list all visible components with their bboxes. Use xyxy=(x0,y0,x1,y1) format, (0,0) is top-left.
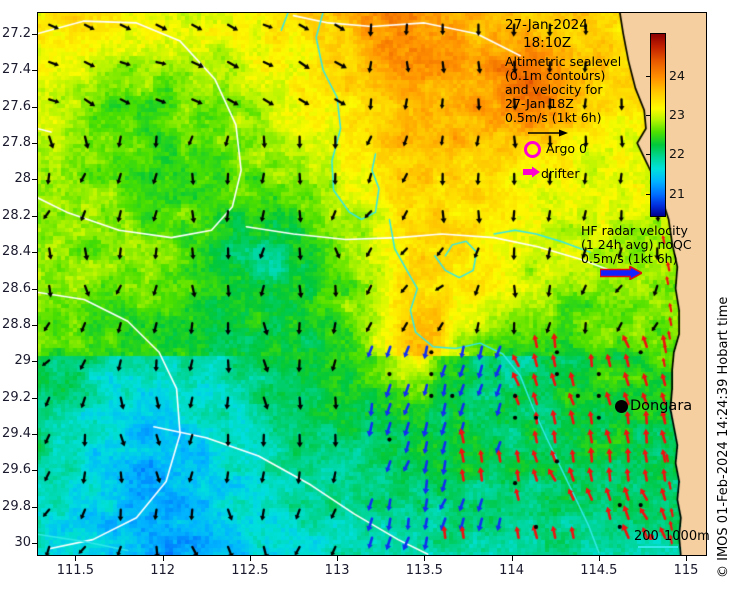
x-tick-label: 113.5 xyxy=(405,563,443,578)
y-tick-label: 28.4 xyxy=(2,244,31,260)
dongara-city-label: Dongara xyxy=(630,398,693,414)
hf-radar-velocity-scale-arrow-icon xyxy=(600,266,642,280)
x-tick xyxy=(75,556,77,561)
y-tick-label: 30 xyxy=(14,535,31,551)
y-tick-label: 29.2 xyxy=(2,389,31,405)
y-tick xyxy=(32,434,37,436)
x-tick xyxy=(686,556,688,561)
y-tick-label: 29 xyxy=(14,353,31,369)
x-tick xyxy=(337,556,339,561)
y-tick xyxy=(32,179,37,181)
y-tick-label: 28.2 xyxy=(2,207,31,223)
x-tick xyxy=(249,556,251,561)
y-tick xyxy=(32,543,37,545)
y-tick xyxy=(32,70,37,72)
y-tick xyxy=(32,215,37,217)
drifter-legend-label: drifter xyxy=(541,166,580,181)
scale-bar-marker-icon xyxy=(648,534,654,540)
colorbar-tick xyxy=(646,193,651,195)
map-plot-area xyxy=(37,12,707,556)
x-tick-label: 111.5 xyxy=(56,563,94,578)
title-time: 18:10Z xyxy=(523,35,572,51)
y-tick xyxy=(32,252,37,254)
x-tick xyxy=(424,556,426,561)
drifter-marker-icon xyxy=(523,166,540,178)
y-tick-label: 27.4 xyxy=(2,62,31,78)
y-tick xyxy=(32,506,37,508)
y-tick-label: 27.2 xyxy=(2,25,31,41)
x-tick xyxy=(162,556,164,561)
y-tick xyxy=(32,106,37,108)
temperature-colorbar xyxy=(650,33,666,217)
x-tick xyxy=(598,556,600,561)
x-tick-label: 114.5 xyxy=(580,563,618,578)
colorbar-tick-label: 21 xyxy=(669,185,685,201)
title-date: 27-Jan-2024 xyxy=(505,17,588,33)
x-tick-label: 112.5 xyxy=(231,563,269,578)
scale-bar-label-1000: 1000m xyxy=(664,529,710,544)
x-tick xyxy=(511,556,513,561)
colorbar-tick xyxy=(646,76,651,78)
hf-radar-line-2: (1 24h avg) noQC xyxy=(581,237,692,252)
y-tick-label: 28.8 xyxy=(2,316,31,332)
y-tick-label: 28.6 xyxy=(2,280,31,296)
y-tick-label: 27.6 xyxy=(2,98,31,114)
y-tick xyxy=(32,33,37,35)
y-tick-label: 29.6 xyxy=(2,462,31,478)
argo-float-marker-icon xyxy=(524,141,541,158)
altimetric-velocity-scale-arrow-icon xyxy=(528,129,568,137)
copyright-text: © IMOS 01-Feb-2024 14:24:39 Hobart time xyxy=(716,296,731,578)
scale-bar-line xyxy=(638,546,678,548)
title-line-2: (0.1m contours) xyxy=(505,68,606,83)
colorbar-tick-label: 24 xyxy=(669,68,685,84)
x-tick-label: 112 xyxy=(150,563,176,578)
y-tick xyxy=(32,470,37,472)
y-tick-label: 29.4 xyxy=(2,426,31,442)
y-tick-label: 28 xyxy=(14,171,31,187)
title-line-5: 0.5m/s (1kt 6h) xyxy=(505,110,602,125)
y-tick xyxy=(32,361,37,363)
y-tick xyxy=(32,397,37,399)
title-line-1: Altimetric sealevel xyxy=(505,54,622,69)
hf-radar-line-3: 0.5m/s (1kt 6h) xyxy=(581,251,678,266)
y-tick-label: 29.8 xyxy=(2,498,31,514)
dongara-city-dot-icon xyxy=(615,400,628,413)
y-tick-label: 27.8 xyxy=(2,134,31,150)
y-tick xyxy=(32,324,37,326)
x-tick-label: 114 xyxy=(499,563,524,578)
argo-legend-label: Argo 0 xyxy=(546,141,587,156)
y-tick xyxy=(32,142,37,144)
x-tick-label: 115 xyxy=(673,563,699,578)
colorbar-tick-label: 23 xyxy=(669,107,685,123)
colorbar-tick-label: 22 xyxy=(669,146,685,162)
colorbar-tick xyxy=(646,115,651,117)
scale-bar-label-200: 200 xyxy=(634,529,659,544)
y-tick xyxy=(32,288,37,290)
title-line-3: and velocity for xyxy=(505,82,603,97)
vector-overlay-layer xyxy=(37,12,707,556)
x-tick-label: 113 xyxy=(324,563,350,578)
title-line-4: 27-Jan 18Z xyxy=(505,96,574,111)
colorbar-tick xyxy=(646,154,651,156)
hf-radar-line-1: HF radar velocity xyxy=(581,223,688,238)
